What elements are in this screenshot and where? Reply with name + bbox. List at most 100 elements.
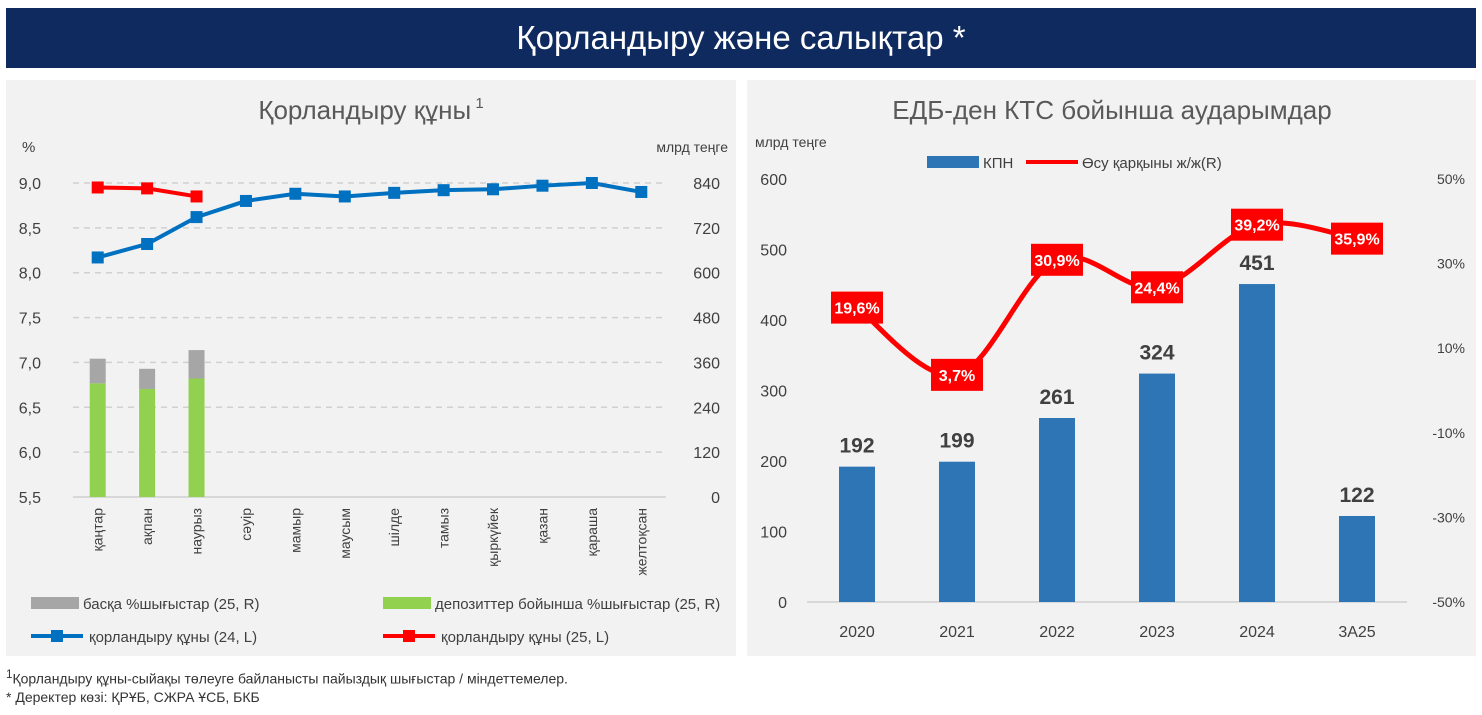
y-tick-right: 720 xyxy=(693,221,720,238)
y-tick-left: 9,0 xyxy=(19,176,41,193)
y-tick-right: -30% xyxy=(1432,509,1465,525)
y-tick-left: 500 xyxy=(760,243,787,260)
bar-value-label: 324 xyxy=(1139,342,1174,365)
x-tick-label: желтоқсан xyxy=(633,508,649,576)
y-tick-left: 400 xyxy=(760,313,787,330)
x-tick-label: 2020 xyxy=(839,624,875,641)
bar-value-label: 261 xyxy=(1039,386,1074,409)
legend-cit-swatch xyxy=(927,156,979,168)
bar-value-label: 199 xyxy=(939,430,974,453)
point-25 xyxy=(190,190,203,203)
growth-label-box xyxy=(1331,222,1383,255)
point-24 xyxy=(635,185,648,198)
legend-deposit-expenses-label: депозиттер бойынша %шығыстар (25, R) xyxy=(435,596,720,613)
x-tick-label: 2022 xyxy=(1039,624,1075,641)
y-tick-right: 10% xyxy=(1437,340,1465,356)
point-24 xyxy=(289,187,302,200)
footnote-1: 1Қорландыру құны-сыйақы төлеуге байланыс… xyxy=(6,664,906,687)
bar-cit xyxy=(939,461,975,602)
point-24 xyxy=(437,184,450,197)
x-tick-label: шілде xyxy=(386,508,402,547)
cit-transfers-chart-panel: ЕДБ-ден КТС бойынша аударымдар млрд теңге… xyxy=(747,80,1476,656)
bar-cit xyxy=(1139,373,1175,602)
growth-label: 35,9% xyxy=(1334,232,1379,249)
x-tick-label: ақпан xyxy=(139,508,155,545)
growth-label: 3,7% xyxy=(939,368,975,385)
y-tick-left: 8,0 xyxy=(19,266,41,283)
growth-label-box xyxy=(1031,243,1083,276)
bar-cit xyxy=(1339,515,1375,602)
y-tick-left: 7,0 xyxy=(19,355,41,372)
y-tick-left: 6,0 xyxy=(19,445,41,462)
y-tick-right: 840 xyxy=(693,176,720,193)
bar-value-label: 451 xyxy=(1239,252,1274,275)
bar-other-expenses xyxy=(188,350,205,379)
growth-label: 19,6% xyxy=(834,301,879,318)
x-tick-label: 3А25 xyxy=(1338,624,1375,641)
point-24 xyxy=(141,238,154,251)
bar-cit xyxy=(839,466,875,602)
x-tick-label: 2024 xyxy=(1239,624,1275,641)
growth-label-box xyxy=(831,291,883,324)
point-24 xyxy=(91,251,104,264)
growth-label-box xyxy=(1231,208,1283,241)
y-tick-left: 300 xyxy=(760,384,787,401)
point-24 xyxy=(338,190,351,203)
footnotes: 1Қорландыру құны-сыйақы төлеуге байланыс… xyxy=(6,664,906,708)
funding-cost-chart: Қорландыру құны 1% млрд теңге 5,5 0 6,0 120 6,… xyxy=(19,95,728,646)
y-tick-right: 50% xyxy=(1437,171,1465,187)
growth-label-box xyxy=(931,358,983,391)
chart-title: Қорландыру құны 1 xyxy=(258,95,483,125)
y-tick-left: 600 xyxy=(760,172,787,189)
bar-value-label: 122 xyxy=(1339,484,1374,507)
y-tick-left: 100 xyxy=(760,525,787,542)
bar-other-expenses xyxy=(139,368,156,389)
point-25 xyxy=(141,182,154,195)
bar-cit xyxy=(1039,417,1075,602)
point-25 xyxy=(91,181,104,194)
chart-title: ЕДБ-ден КТС бойынша аударымдар xyxy=(892,95,1331,125)
x-tick-label: қыркүйек xyxy=(485,507,501,567)
y-tick-right: 30% xyxy=(1437,256,1465,272)
banner: Қорландыру және салықтар * xyxy=(6,8,1476,68)
point-24 xyxy=(190,211,203,224)
x-tick-label: тамыз xyxy=(436,508,452,548)
growth-label-box xyxy=(1131,271,1183,304)
y-axis-left-label: % xyxy=(22,139,35,156)
page-title: Қорландыру және салықтар * xyxy=(516,19,966,56)
chart-title-sup: 1 xyxy=(471,95,484,112)
growth-label: 39,2% xyxy=(1234,218,1279,235)
y-tick-left: 8,5 xyxy=(19,221,41,238)
y-tick-right: 0 xyxy=(711,490,720,507)
point-24 xyxy=(388,186,401,199)
legend-other-expenses-swatch xyxy=(31,597,79,609)
y-tick-left: 0 xyxy=(778,595,787,612)
y-tick-right: 120 xyxy=(693,445,720,462)
bar-deposit-expenses xyxy=(188,378,205,497)
y-tick-right: 480 xyxy=(693,311,720,328)
y-tick-right: 240 xyxy=(693,400,720,417)
growth-label: 24,4% xyxy=(1134,280,1179,297)
x-tick-label: қараша xyxy=(584,508,600,557)
point-24 xyxy=(239,194,252,207)
y-tick-left: 5,5 xyxy=(19,490,41,507)
y-tick-left: 6,5 xyxy=(19,400,41,417)
y-tick-right: -10% xyxy=(1432,425,1465,441)
footnote-2: * Деректер көзі: ҚРҰБ, СЖРА ҰСБ, БКБ xyxy=(6,689,260,705)
legend-deposit-expenses-swatch xyxy=(383,597,431,609)
legend-cost-25-label: қорландыру құны (25, L) xyxy=(441,629,609,646)
bar-value-label: 192 xyxy=(839,435,874,458)
y-tick-right: 360 xyxy=(693,355,720,372)
y-tick-left: 7,5 xyxy=(19,311,41,328)
x-tick-label: мамыр xyxy=(287,508,303,553)
cit-transfers-chart: ЕДБ-ден КТС бойынша аударымдар млрд теңге… xyxy=(755,95,1465,641)
series-line-24 xyxy=(97,181,642,260)
bar-cit xyxy=(1239,284,1275,602)
y-tick-right: -50% xyxy=(1432,594,1465,610)
y-tick-left: 200 xyxy=(760,454,787,471)
point-24 xyxy=(487,183,500,196)
legend-cost-24-marker xyxy=(51,630,63,642)
bar-other-expenses xyxy=(89,358,106,384)
x-tick-label: наурыз xyxy=(189,508,205,554)
footnote-1-marker: 1 xyxy=(6,668,13,681)
